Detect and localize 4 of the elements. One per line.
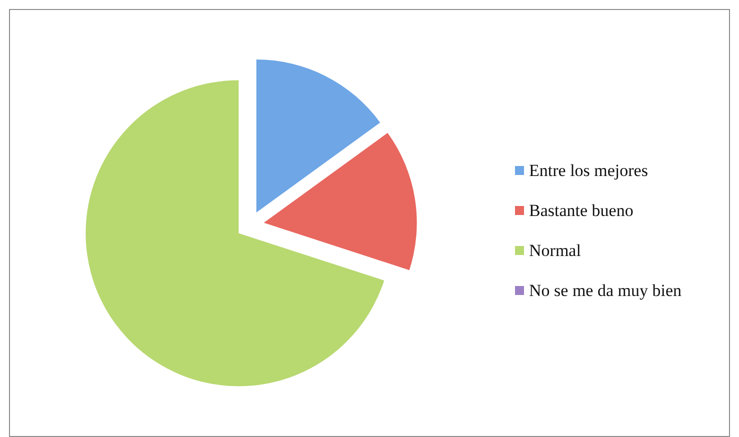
- legend-label: Normal: [529, 241, 582, 260]
- legend-label: No se me da muy bien: [529, 281, 682, 300]
- legend-label: Bastante bueno: [529, 201, 634, 220]
- legend-label: Entre los mejores: [529, 161, 648, 180]
